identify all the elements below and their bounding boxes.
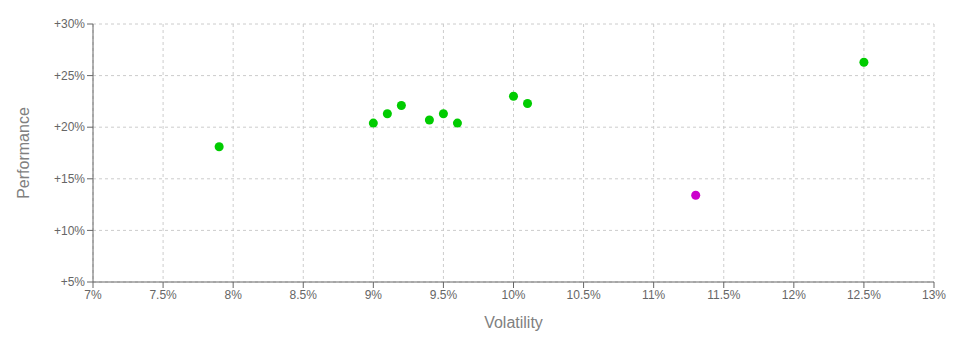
svg-text:Performance: Performance (15, 107, 32, 199)
svg-text:+15%: +15% (54, 172, 85, 186)
svg-text:7%: 7% (84, 288, 102, 302)
svg-text:+10%: +10% (54, 224, 85, 238)
svg-text:9%: 9% (365, 288, 383, 302)
svg-text:+5%: +5% (61, 275, 86, 289)
svg-text:12%: 12% (782, 288, 806, 302)
svg-text:12.5%: 12.5% (847, 288, 881, 302)
svg-text:8.5%: 8.5% (290, 288, 318, 302)
svg-text:+20%: +20% (54, 120, 85, 134)
svg-text:9.5%: 9.5% (430, 288, 458, 302)
svg-text:Volatility: Volatility (484, 314, 543, 331)
svg-text:13%: 13% (922, 288, 946, 302)
svg-text:10.5%: 10.5% (567, 288, 601, 302)
svg-text:7.5%: 7.5% (149, 288, 177, 302)
svg-text:8%: 8% (224, 288, 242, 302)
svg-text:+25%: +25% (54, 69, 85, 83)
svg-text:11%: 11% (642, 288, 665, 302)
svg-text:+30%: +30% (54, 17, 85, 31)
svg-text:10%: 10% (501, 288, 525, 302)
svg-text:11.5%: 11.5% (707, 288, 740, 302)
